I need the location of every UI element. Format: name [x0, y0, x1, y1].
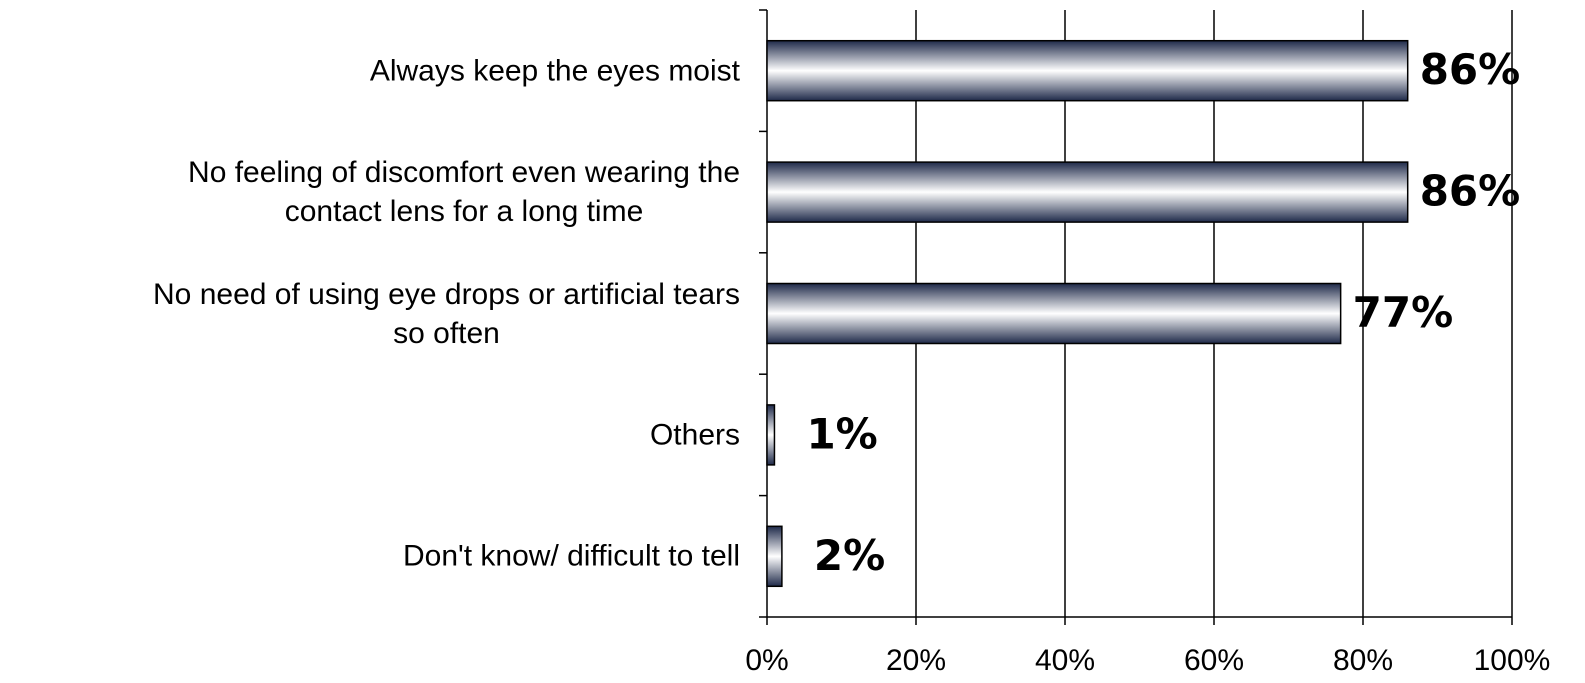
bar — [766, 161, 1409, 223]
x-tick-label: 60% — [1184, 644, 1244, 677]
value-label: 2% — [814, 531, 885, 580]
x-tick-label: 20% — [886, 644, 946, 677]
y-tick-label: Others — [649, 418, 740, 452]
y-tick-label: Don't know/ difficult to tell — [402, 539, 740, 573]
value-label: 1% — [806, 409, 877, 458]
y-tick-label: Always keep the eyes moist — [369, 54, 740, 88]
bar — [766, 39, 1409, 102]
x-tick-label: 100% — [1474, 644, 1551, 677]
x-tick-label: 80% — [1333, 644, 1393, 677]
bar — [766, 525, 783, 588]
value-label: 86% — [1420, 167, 1521, 216]
value-label: 77% — [1353, 288, 1454, 337]
y-tick-label: No feeling of discomfort even wearing th… — [188, 156, 740, 229]
bar — [766, 404, 776, 466]
y-tick-label: No need of using eye drops or artificial… — [153, 277, 740, 350]
x-tick-label: 40% — [1035, 644, 1095, 677]
x-tick-label: 0% — [745, 644, 788, 677]
value-label: 86% — [1420, 45, 1521, 94]
bar — [766, 282, 1342, 345]
